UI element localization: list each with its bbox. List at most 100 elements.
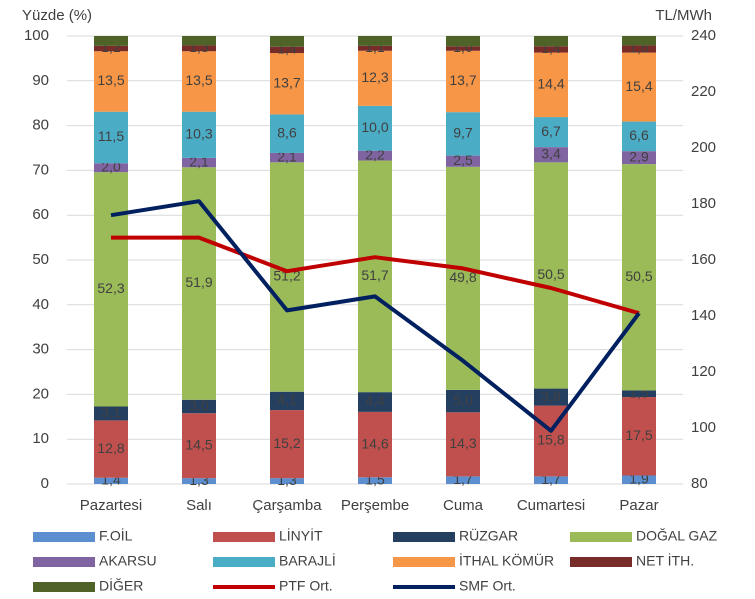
data-label: 50,5 [537, 266, 564, 282]
legend-label: RÜZGAR [459, 527, 518, 544]
y-tick-label: 80 [32, 117, 49, 134]
data-label: 50,5 [625, 268, 652, 284]
data-label: 4,4 [365, 393, 385, 409]
y2-tick-label: 200 [691, 139, 716, 156]
bar-segment [182, 157, 216, 168]
bar-segment [446, 112, 480, 156]
data-label: 3,8 [541, 388, 561, 404]
legend-label: LİNYİT [279, 527, 323, 544]
bar-segment [270, 410, 304, 479]
bar-segment [358, 36, 392, 46]
x-tick-label: Cumartesi [517, 497, 585, 514]
legend-label: DİĞER [99, 577, 143, 594]
data-label: 2,9 [629, 148, 649, 164]
data-label: 14,3 [449, 435, 476, 451]
bar-segment [182, 45, 216, 52]
x-tick-label: Cuma [443, 497, 484, 514]
y2-tick-label: 220 [691, 83, 716, 100]
bar-segment [94, 45, 128, 52]
data-label: 13,7 [273, 74, 300, 90]
bar-segment [182, 478, 216, 484]
bar-segment [446, 36, 480, 47]
legend-label: F.OİL [99, 527, 133, 544]
legend-swatch [393, 557, 455, 567]
bar-segment [622, 45, 656, 53]
bar-segment [446, 50, 480, 113]
data-label: 49,8 [449, 269, 476, 285]
data-label: 13,5 [185, 72, 212, 88]
data-label: 17,5 [625, 427, 652, 443]
bar-segment [94, 163, 128, 173]
bar-segment [358, 411, 392, 478]
bar-segment [94, 477, 128, 484]
x-tick-label: Pazartesi [80, 497, 143, 514]
y-tick-label: 100 [24, 27, 49, 44]
y2-tick-label: 140 [691, 307, 716, 324]
y-tick-label: 20 [32, 385, 49, 402]
bar-segment [534, 476, 568, 484]
legend-swatch [213, 557, 275, 567]
data-label: 12,8 [97, 440, 124, 456]
bar-segment [358, 150, 392, 161]
x-tick-label: Pazar [619, 497, 658, 514]
bar-segment [622, 121, 656, 152]
data-label: 9,7 [453, 125, 473, 141]
data-label: 6,7 [541, 123, 561, 139]
bar-segment [534, 162, 568, 389]
legend-swatch [213, 532, 275, 542]
y-axis-title: Yüzde (%) [22, 7, 92, 24]
legend-label: SMF Ort. [459, 578, 516, 594]
bar-segment [270, 114, 304, 153]
y-tick-label: 30 [32, 341, 49, 358]
bar-segment [94, 36, 128, 46]
y-tick-label: 10 [32, 430, 49, 447]
bar-segment [270, 478, 304, 484]
bar-segment [358, 392, 392, 412]
bar-segment [182, 167, 216, 400]
data-label: 15,4 [625, 78, 652, 94]
legend-swatch [570, 532, 632, 542]
y2-tick-label: 80 [691, 475, 708, 492]
bar-segment [534, 117, 568, 148]
x-tick-label: Çarşamba [252, 497, 322, 514]
bar-segment [622, 397, 656, 476]
bar-segment [446, 476, 480, 484]
line-series [110, 199, 641, 433]
y2-axis-title: TL/MWh [655, 7, 712, 24]
legend-swatch [33, 557, 95, 567]
y-tick-label: 90 [32, 72, 49, 89]
data-label: 4,1 [277, 392, 297, 408]
bar-segment [270, 152, 304, 163]
bar-segment [534, 147, 568, 163]
y2-tick-label: 120 [691, 363, 716, 380]
legend-label: AKARSU [99, 553, 157, 569]
y-tick-label: 40 [32, 296, 49, 313]
data-label: 3,0 [189, 397, 209, 413]
y-tick-label: 0 [41, 475, 49, 492]
bar-segment [358, 50, 392, 106]
bar-segment [94, 172, 128, 407]
bar-segment [622, 36, 656, 46]
bar-segment [622, 390, 656, 398]
bar-segment [358, 160, 392, 393]
data-label: 51,9 [185, 274, 212, 290]
data-label: 10,3 [185, 125, 212, 141]
data-label: 51,7 [361, 267, 388, 283]
bar-segment [94, 406, 128, 421]
bar-segment [622, 164, 656, 391]
data-label: 5,0 [453, 392, 473, 408]
legend-label: BARAJLİ [279, 552, 336, 569]
data-label: 15,2 [273, 435, 300, 451]
line-series [111, 235, 640, 316]
legend-label: NET İTH. [636, 552, 694, 569]
bar-segment [446, 389, 480, 413]
bar-segment [358, 105, 392, 151]
data-label: 2,5 [453, 152, 473, 168]
data-label: 3,1 [101, 404, 121, 420]
legend-swatch [33, 582, 95, 592]
bar-segment [94, 111, 128, 164]
bar-segment [446, 46, 480, 51]
data-label: 3,4 [541, 145, 561, 161]
y2-tick-label: 100 [691, 419, 716, 436]
